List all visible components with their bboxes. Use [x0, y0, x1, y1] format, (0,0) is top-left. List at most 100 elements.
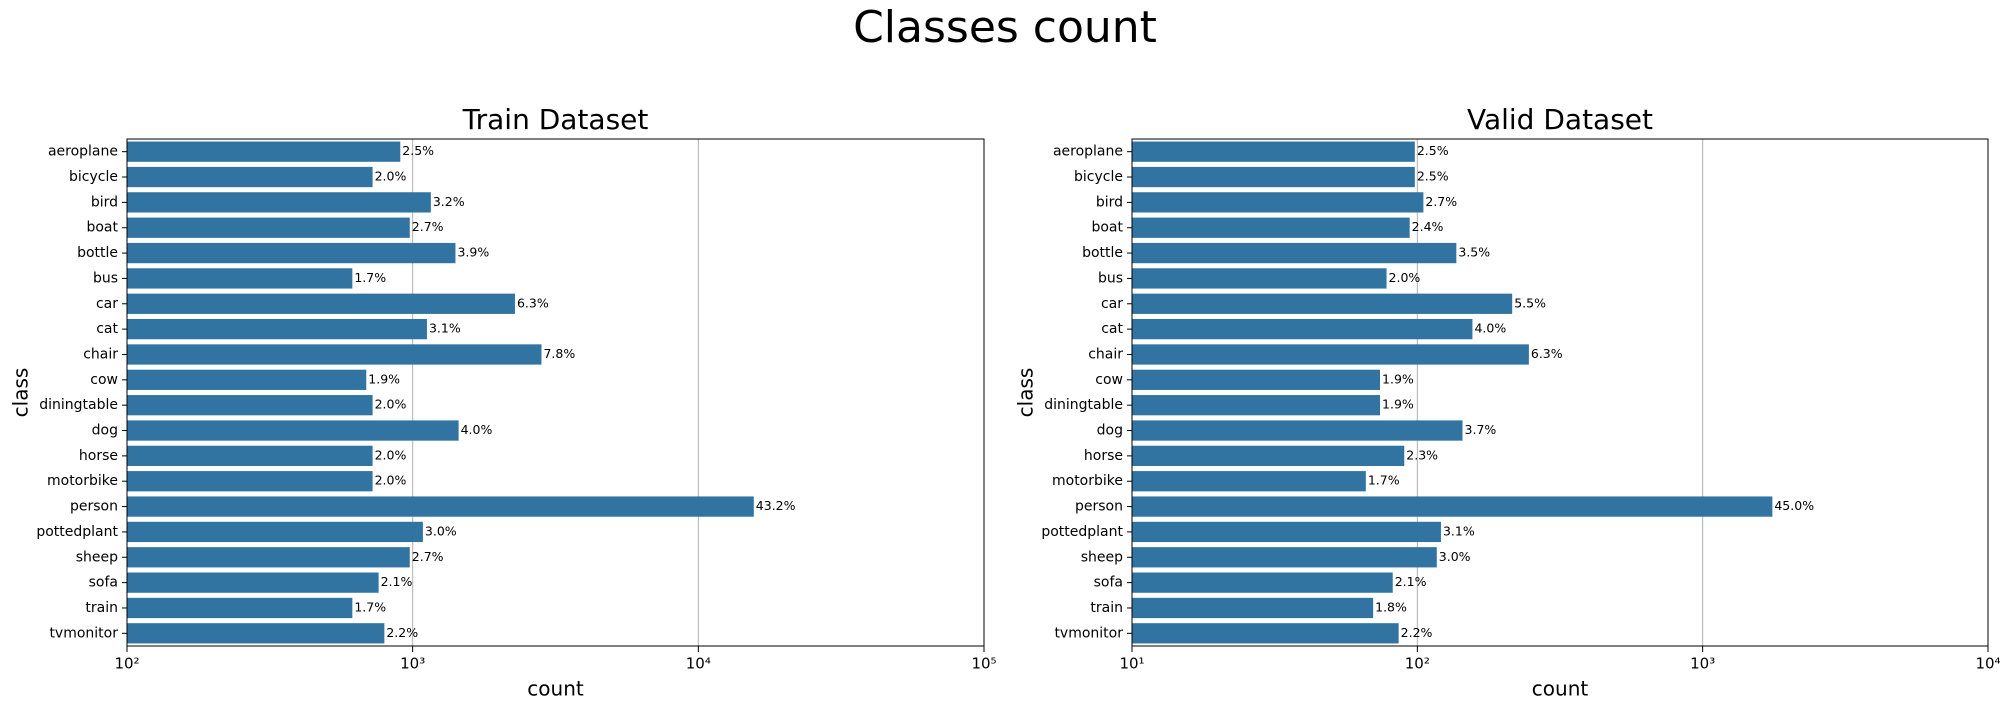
- value-label: 2.2%: [1401, 625, 1433, 640]
- bar: [127, 318, 427, 340]
- value-label: 2.5%: [1417, 169, 1449, 184]
- value-label: 6.3%: [517, 295, 549, 310]
- bar: [127, 192, 431, 213]
- value-label: 4.0%: [1474, 321, 1506, 336]
- y-tick-label: cow: [90, 372, 118, 388]
- y-tick-label: horse: [79, 448, 118, 464]
- value-label: 1.7%: [354, 270, 386, 285]
- value-label: 2.5%: [402, 143, 434, 158]
- y-tick-label: sofa: [89, 575, 118, 591]
- y-tick-label: person: [1075, 499, 1123, 515]
- y-tick-label: sheep: [76, 549, 118, 565]
- bar: [1132, 192, 1424, 213]
- value-label: 3.1%: [1443, 523, 1475, 538]
- y-tick-label: motorbike: [1052, 473, 1123, 489]
- bar: [127, 344, 542, 365]
- value-label: 1.9%: [1382, 371, 1414, 386]
- value-label: 7.8%: [543, 346, 575, 361]
- y-tick-label: person: [70, 499, 118, 515]
- y-tick-label: horse: [1084, 448, 1123, 464]
- bar: [127, 597, 353, 619]
- bar: [1132, 166, 1415, 188]
- bar: [127, 293, 515, 314]
- bar: [1132, 445, 1405, 467]
- x-tick-label: 10³: [400, 655, 425, 673]
- value-label: 2.0%: [375, 397, 407, 412]
- value-label: 3.0%: [425, 523, 457, 538]
- y-tick-label: motorbike: [47, 473, 118, 489]
- bar: [127, 471, 373, 492]
- x-tick-label: 10²: [114, 655, 139, 673]
- y-tick-label: car: [1101, 296, 1123, 312]
- x-axis-label: count: [1532, 677, 1589, 701]
- value-label: 3.0%: [1439, 549, 1471, 564]
- value-label: 2.2%: [386, 625, 418, 640]
- bar: [1132, 597, 1374, 619]
- value-label: 1.7%: [354, 599, 386, 614]
- y-tick-label: bus: [1098, 270, 1123, 286]
- value-label: 1.8%: [1375, 599, 1407, 614]
- y-tick-label: sofa: [1094, 575, 1123, 591]
- value-label: 1.7%: [1368, 473, 1400, 488]
- value-label: 4.0%: [461, 422, 493, 437]
- value-label: 2.7%: [412, 219, 444, 234]
- bar: [127, 496, 754, 517]
- bar: [127, 217, 410, 238]
- y-tick-label: tvmonitor: [49, 625, 118, 641]
- value-label: 3.2%: [433, 194, 465, 209]
- bar: [127, 242, 456, 264]
- x-tick-label: 10⁴: [686, 655, 711, 673]
- value-label: 45.0%: [1774, 498, 1814, 513]
- bar: [1132, 217, 1410, 238]
- y-tick-label: bus: [93, 270, 118, 286]
- value-label: 3.9%: [457, 245, 489, 260]
- value-label: 2.5%: [1417, 143, 1449, 158]
- value-label: 6.3%: [1531, 346, 1563, 361]
- value-label: 5.5%: [1514, 295, 1546, 310]
- y-tick-label: boat: [1091, 220, 1123, 236]
- bar: [127, 623, 385, 644]
- axes-frame: [1131, 138, 1989, 647]
- bar: [1132, 521, 1441, 543]
- bar: [127, 395, 373, 416]
- y-tick-label: bird: [91, 194, 118, 210]
- bar: [1132, 318, 1473, 340]
- y-tick-label: dog: [1097, 423, 1123, 439]
- axes-frame: [126, 138, 985, 647]
- bar: [127, 547, 410, 568]
- bar: [127, 369, 367, 390]
- value-label: 2.3%: [1406, 447, 1438, 462]
- figure-title: Classes count: [853, 2, 1157, 53]
- bar: [127, 572, 379, 593]
- y-tick-label: pottedplant: [1041, 524, 1123, 540]
- y-tick-label: bicycle: [1074, 169, 1123, 185]
- value-label: 3.5%: [1458, 245, 1490, 260]
- y-tick-label: cat: [96, 321, 118, 337]
- value-label: 3.7%: [1465, 422, 1497, 437]
- bar: [1132, 293, 1513, 314]
- y-axis-label: class: [1014, 368, 1038, 418]
- x-tick-label: 10⁵: [971, 655, 996, 673]
- y-tick-label: train: [1090, 600, 1123, 616]
- y-tick-label: diningtable: [39, 397, 118, 413]
- y-tick-label: chair: [83, 346, 118, 362]
- y-axis-label: class: [9, 368, 33, 418]
- y-tick-label: dog: [92, 423, 118, 439]
- bar: [1132, 623, 1399, 644]
- bar: [1132, 420, 1463, 441]
- bar: [127, 166, 373, 188]
- value-label: 2.4%: [1412, 219, 1444, 234]
- y-tick-label: tvmonitor: [1054, 625, 1123, 641]
- bar: [1132, 496, 1773, 517]
- value-label: 2.1%: [381, 574, 413, 589]
- y-tick-label: cow: [1095, 372, 1123, 388]
- x-tick-label: 10¹: [1119, 655, 1144, 673]
- value-label: 2.0%: [375, 169, 407, 184]
- bar: [127, 141, 401, 162]
- bar: [1132, 369, 1381, 390]
- value-label: 2.0%: [375, 473, 407, 488]
- bar: [127, 445, 373, 467]
- chart-title: Train Dataset: [462, 103, 649, 136]
- bar: [1132, 268, 1387, 289]
